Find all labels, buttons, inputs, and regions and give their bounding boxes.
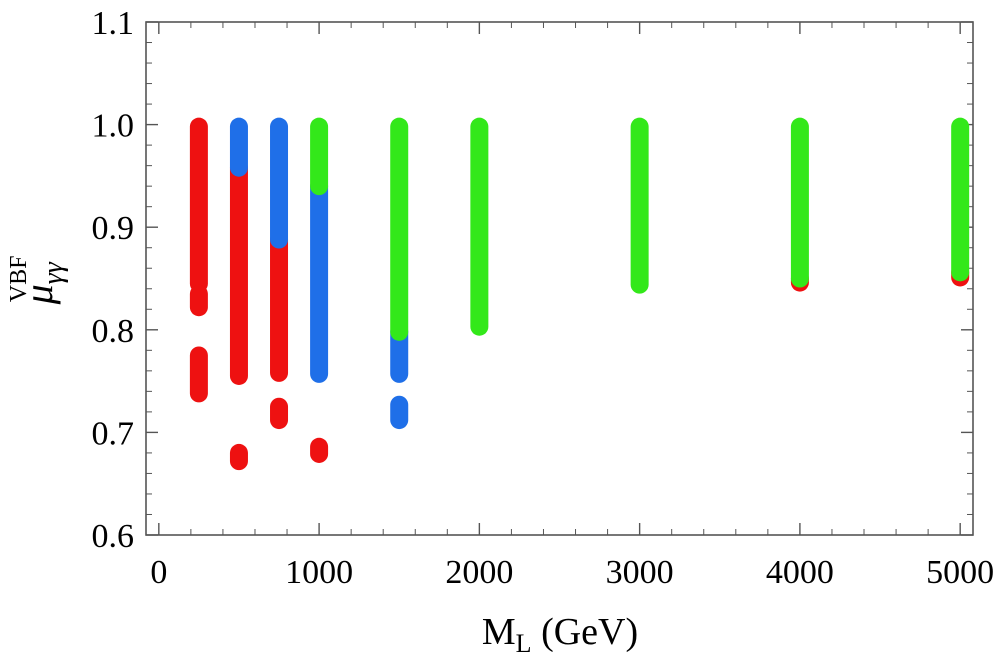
data-band-green (470, 117, 489, 336)
plot-frame (145, 21, 974, 536)
x-axis-title: ML (GeV) (482, 611, 638, 653)
data-band-blue (270, 117, 289, 249)
data-band-blue (390, 395, 409, 430)
x-tick-label: 4000 (766, 554, 834, 591)
data-marks (189, 117, 970, 471)
series-blue (229, 117, 409, 430)
y-tick-label: 0.6 (92, 518, 135, 555)
data-band-red (189, 346, 208, 403)
data-band-red (270, 230, 289, 382)
x-tick-label: 0 (150, 554, 167, 591)
data-band-red (270, 397, 289, 430)
data-band-blue (310, 177, 329, 383)
data-band-red (189, 117, 208, 293)
data-band-blue (229, 117, 248, 177)
data-band-red (189, 284, 208, 317)
y-tick-label: 1.0 (92, 108, 135, 145)
y-axis-title-sup: VBF (6, 256, 32, 303)
x-axis-title-unit: (GeV) (532, 611, 639, 653)
data-band-red (310, 437, 329, 463)
data-band-green (630, 117, 649, 294)
data-band-red (229, 443, 248, 471)
data-band-red (229, 158, 248, 385)
x-tick-label: 5000 (926, 554, 994, 591)
data-band-green (951, 117, 970, 282)
y-axis-title: μγγ VBF (6, 256, 69, 306)
series-red (189, 117, 970, 471)
y-tick-label: 0.8 (92, 313, 135, 350)
data-band-green (790, 117, 809, 288)
y-axis-title-sub: γγ (38, 261, 69, 284)
series-green (310, 117, 970, 341)
y-axis-title-main: μ (16, 284, 61, 305)
y-tick-label: 0.9 (92, 210, 135, 247)
x-tick-label: 1000 (285, 554, 353, 591)
data-band-green (310, 117, 329, 196)
y-tick-label: 1.1 (92, 5, 135, 42)
tick-labels: 0 1000 2000 3000 4000 5000 0.6 0.7 0.8 0.9 1.0 1.1 (92, 5, 995, 591)
x-tick-label: 2000 (445, 554, 513, 591)
x-axis-title-main: M (482, 611, 516, 653)
data-band-green (390, 117, 409, 341)
ticks (146, 21, 973, 536)
x-axis-title-sub: L (516, 629, 532, 653)
x-tick-label: 3000 (606, 554, 674, 591)
y-tick-label: 0.7 (92, 415, 135, 452)
